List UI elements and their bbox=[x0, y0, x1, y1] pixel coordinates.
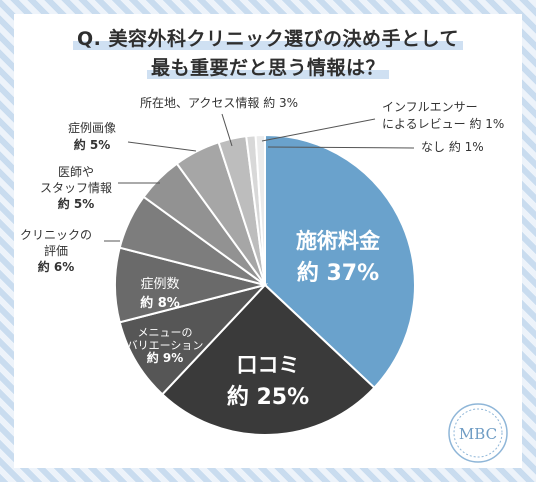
slice-value-cases: 約 8% bbox=[140, 295, 180, 311]
slice-label-none: なし 約 1% bbox=[421, 139, 484, 154]
slice-label-case_images-line-0: 症例画像 bbox=[68, 120, 116, 135]
leader-line-none bbox=[267, 146, 415, 149]
pie-slice-variation bbox=[118, 283, 269, 396]
pie-slice-kuchikomi bbox=[160, 283, 376, 436]
slice-value-case_images: 約 5% bbox=[74, 137, 111, 152]
slice-value-price: 約 37% bbox=[297, 260, 379, 286]
slice-label-staff-line-0: 医師や bbox=[58, 165, 94, 179]
slice-label-kuchikomi-line-0: 口コミ bbox=[237, 353, 300, 377]
pie-slice-none bbox=[254, 133, 266, 286]
slice-value-variation: 約 9% bbox=[147, 350, 184, 365]
leader-line-case_images bbox=[127, 141, 197, 152]
mbc-logo: MBC bbox=[448, 403, 508, 463]
pie-slice-price bbox=[264, 133, 416, 390]
svg-text:MBC: MBC bbox=[459, 425, 497, 443]
leader-line-access bbox=[221, 113, 233, 147]
slice-value-clinic_eval: 約 6% bbox=[38, 259, 75, 274]
slice-label-price-line-0: 施術料金 bbox=[296, 229, 381, 253]
slice-label-influencer-line-1: によるレビュー 約 1% bbox=[382, 116, 504, 131]
slice-label-clinic_eval-line-0: クリニックの bbox=[20, 228, 92, 242]
slice-value-kuchikomi: 約 25% bbox=[227, 384, 309, 410]
chart-title-line-2: 最も重要だと思う情報は？ bbox=[0, 53, 536, 80]
slice-label-clinic_eval-line-1: 評価 bbox=[44, 243, 68, 258]
slice-value-staff: 約 5% bbox=[58, 196, 95, 211]
slice-label-variation-line-0: メニューの bbox=[138, 326, 193, 339]
slice-label-cases-line-0: 症例数 bbox=[140, 277, 179, 292]
slice-label-access: 所在地、アクセス情報 約 3% bbox=[140, 95, 298, 110]
slice-label-staff-line-1: スタッフ情報 bbox=[40, 181, 112, 195]
leader-line-influencer bbox=[261, 118, 376, 142]
chart-title-line-1: Q. 美容外科クリニック選びの決め手として bbox=[0, 24, 536, 51]
slice-label-influencer-line-0: インフルエンサー bbox=[382, 100, 478, 114]
slice-label-variation-line-1: バリエーション bbox=[127, 339, 204, 352]
